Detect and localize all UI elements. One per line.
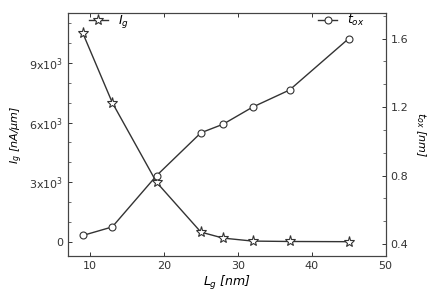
$t_{ox}$	[250, 105, 255, 109]
$I_g$	[250, 239, 255, 243]
$t_{ox}$	[198, 131, 204, 135]
Legend: $t_{ox}$: $t_{ox}$	[313, 8, 370, 33]
Line: $I_g$: $I_g$	[77, 27, 354, 247]
X-axis label: $L_g$ [nm]: $L_g$ [nm]	[203, 274, 251, 292]
$I_g$	[154, 181, 159, 184]
$I_g$	[80, 31, 85, 35]
$I_g$	[346, 240, 351, 244]
$I_g$	[109, 101, 115, 104]
Line: $t_{ox}$: $t_{ox}$	[79, 35, 352, 239]
Legend: $I_g$: $I_g$	[84, 8, 133, 35]
Y-axis label: $I_g$ [nA/μm]: $I_g$ [nA/μm]	[8, 105, 25, 164]
Y-axis label: $t_{ox}$ [nm]: $t_{ox}$ [nm]	[414, 112, 428, 157]
$I_g$	[198, 230, 204, 234]
$t_{ox}$	[221, 122, 226, 126]
$I_g$	[287, 240, 292, 243]
$t_{ox}$	[109, 225, 115, 229]
$t_{ox}$	[287, 88, 292, 92]
$t_{ox}$	[80, 234, 85, 237]
$t_{ox}$	[154, 174, 159, 177]
$I_g$	[221, 236, 226, 240]
$t_{ox}$	[346, 37, 351, 40]
